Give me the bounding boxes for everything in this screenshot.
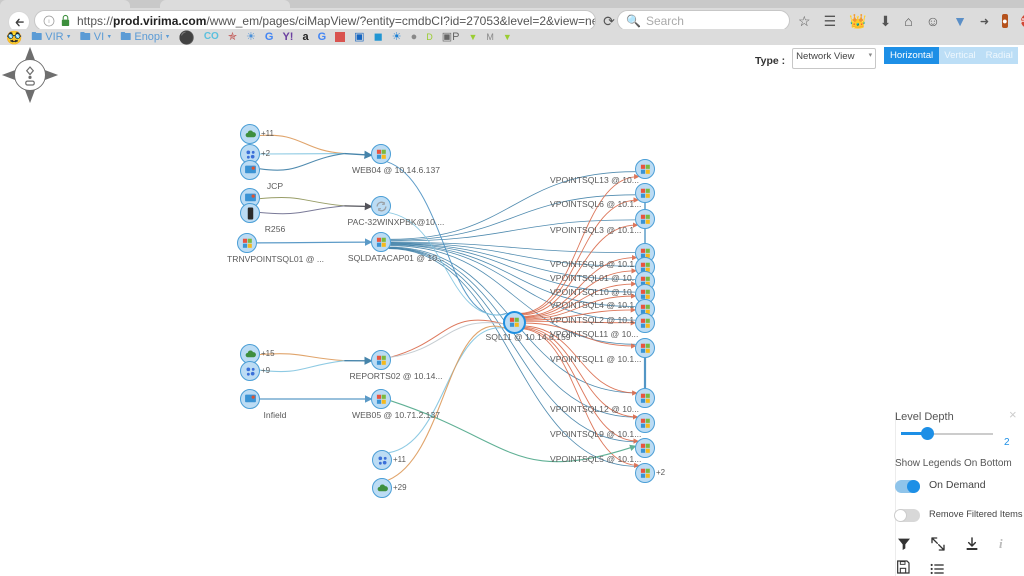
svg-text:i: i [48, 19, 49, 25]
